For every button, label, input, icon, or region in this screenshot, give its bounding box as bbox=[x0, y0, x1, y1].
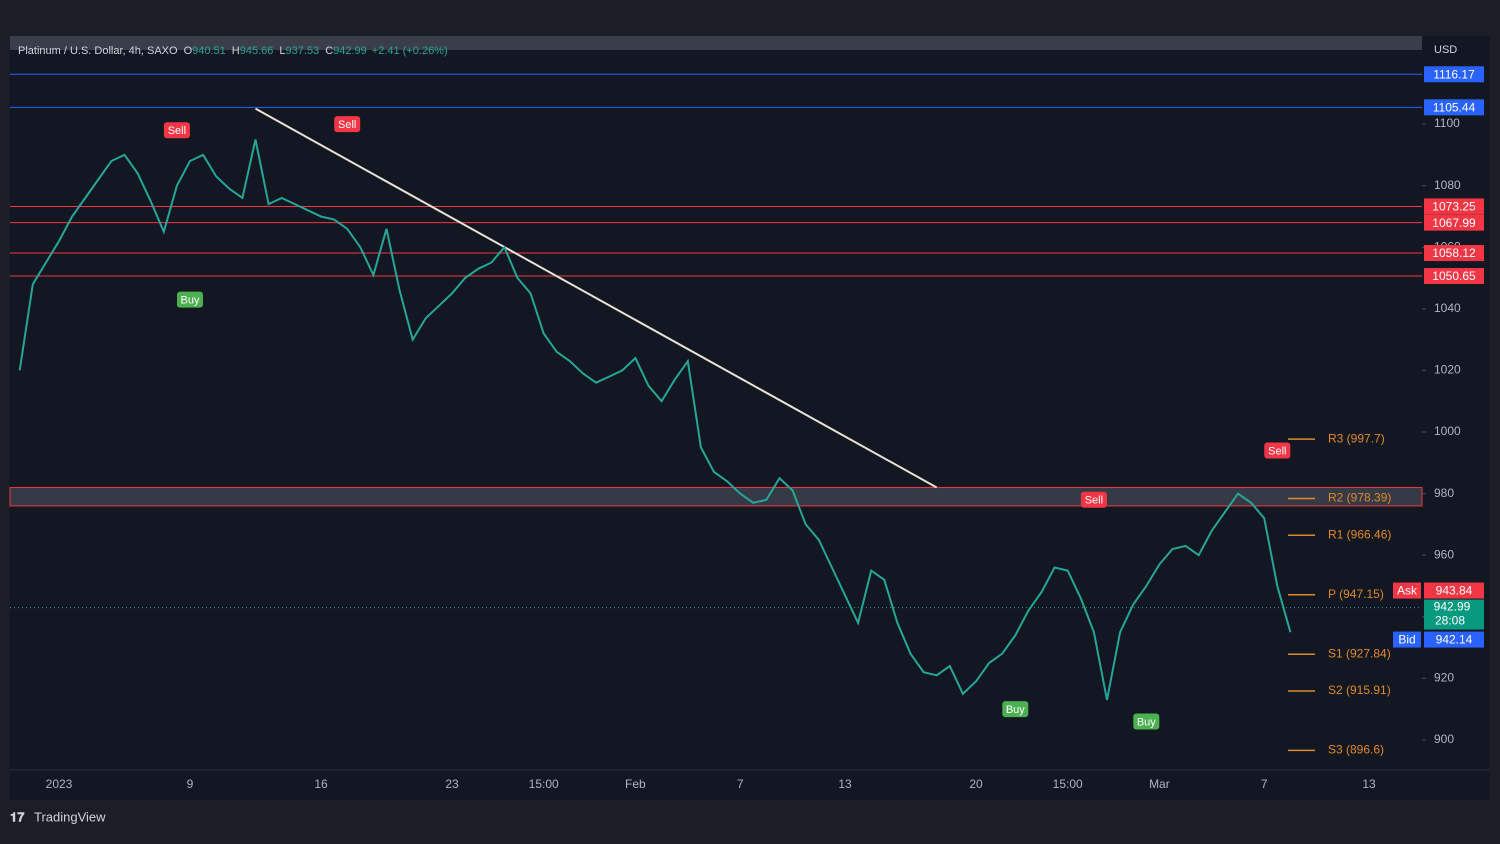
signal-label: Sell bbox=[1085, 495, 1103, 507]
signal-label: Buy bbox=[181, 295, 200, 307]
bid-key: Bid bbox=[1398, 633, 1415, 647]
y-tick-label: 1100 bbox=[1434, 116, 1460, 130]
pivot-label: R1 (966.46) bbox=[1328, 527, 1391, 541]
y-tick-label: 1000 bbox=[1434, 424, 1461, 438]
x-tick-label: 13 bbox=[838, 777, 852, 791]
x-tick-label: 15:00 bbox=[1053, 777, 1083, 791]
x-tick-label: 20 bbox=[969, 777, 983, 791]
x-tick-label: 2023 bbox=[46, 777, 73, 791]
header-bar bbox=[10, 36, 1422, 50]
x-tick-label: Feb bbox=[625, 777, 646, 791]
pivot-label: R2 (978.39) bbox=[1328, 491, 1391, 505]
level-tag bbox=[1424, 268, 1484, 285]
y-tick-label: 960 bbox=[1434, 547, 1454, 561]
level-label: 1058.12 bbox=[1432, 246, 1476, 260]
signal-badge bbox=[1264, 442, 1291, 459]
x-tick-label: 9 bbox=[187, 777, 194, 791]
level-tag bbox=[1424, 214, 1484, 231]
brand: TradingView bbox=[34, 809, 106, 824]
level-label: 1116.17 bbox=[1433, 67, 1475, 81]
bid: 942.14 bbox=[1436, 633, 1473, 647]
x-tick-label: 23 bbox=[445, 777, 459, 791]
ohlc-value: 945.66 bbox=[240, 45, 274, 57]
x-tick-label: 16 bbox=[314, 777, 328, 791]
pivot-label: S1 (927.84) bbox=[1328, 646, 1391, 660]
y-tick-label: 1020 bbox=[1434, 363, 1461, 377]
ohlc-value: 937.53 bbox=[286, 45, 320, 57]
ohlc-key: L bbox=[279, 45, 285, 57]
x-tick-label: 7 bbox=[1261, 777, 1268, 791]
ohlc-key: O bbox=[184, 45, 193, 57]
y-tick-label: 900 bbox=[1434, 732, 1454, 746]
signal-label: Sell bbox=[168, 125, 186, 137]
currency: USD bbox=[1434, 44, 1457, 56]
signal-badge bbox=[1002, 701, 1029, 718]
ohlc-value: 942.99 bbox=[333, 45, 367, 57]
signal-badge bbox=[1080, 491, 1107, 508]
ask-key: Ask bbox=[1397, 584, 1418, 598]
price-line bbox=[18, 139, 1292, 701]
signal-badge bbox=[1133, 713, 1160, 730]
ohlc-key: H bbox=[232, 45, 240, 57]
pivot-label: P (947.15) bbox=[1328, 587, 1384, 601]
trendline bbox=[255, 107, 938, 489]
signal-badge bbox=[334, 116, 361, 133]
level-tag bbox=[1424, 66, 1484, 83]
ask: 943.84 bbox=[1436, 584, 1473, 598]
y-tick-label: 920 bbox=[1434, 671, 1454, 685]
level-tag bbox=[1424, 245, 1484, 262]
signal-label: Buy bbox=[1006, 704, 1025, 716]
signal-label: Sell bbox=[338, 119, 356, 131]
x-tick-label: 13 bbox=[1362, 777, 1376, 791]
price-scale bbox=[1422, 36, 1490, 800]
brand-logo: 𝟏𝟕 bbox=[10, 809, 25, 824]
x-tick-label: 15:00 bbox=[529, 777, 559, 791]
plot-area bbox=[10, 36, 1422, 800]
x-tick-label: Mar bbox=[1149, 777, 1170, 791]
signal-label: Buy bbox=[1137, 716, 1156, 728]
signal-label: Sell bbox=[1268, 445, 1286, 457]
bid-key-tag bbox=[1393, 631, 1421, 648]
level-label: 1067.99 bbox=[1432, 216, 1476, 230]
y-tick-label: 980 bbox=[1434, 486, 1454, 500]
x-tick-label: 7 bbox=[737, 777, 744, 791]
pivot-label: S3 (896.6) bbox=[1328, 743, 1384, 757]
level-label: 1105.44 bbox=[1433, 100, 1476, 114]
symbol: Platinum / U.S. Dollar, 4h, SAXO bbox=[18, 45, 178, 57]
level-tag bbox=[1424, 198, 1484, 215]
countdown: 28:08 bbox=[1435, 614, 1465, 628]
pivot-label: R3 (997.7) bbox=[1328, 431, 1385, 445]
ohlc-value: 940.51 bbox=[192, 45, 226, 57]
bid-tag bbox=[1424, 631, 1484, 648]
ask-tag bbox=[1424, 582, 1484, 599]
signal-badge bbox=[163, 122, 190, 139]
y-tick-label: 1080 bbox=[1434, 178, 1461, 192]
level-label: 1050.65 bbox=[1432, 269, 1476, 283]
ohlc-key: C bbox=[325, 45, 333, 57]
pivot-label: S2 (915.91) bbox=[1328, 683, 1391, 697]
last: 942.99 bbox=[1434, 600, 1471, 614]
last-tag bbox=[1424, 599, 1484, 630]
ask-key-tag bbox=[1393, 582, 1421, 599]
level-label: 1073.25 bbox=[1432, 200, 1476, 214]
level-tag bbox=[1424, 99, 1484, 116]
resistance-zone bbox=[9, 486, 1423, 507]
header: Platinum / U.S. Dollar, 4h, SAXO O940.51 H… bbox=[18, 45, 448, 57]
change: +2.41 (+0.26%) bbox=[372, 45, 448, 57]
signal-badge bbox=[177, 291, 203, 308]
y-tick-label: 1040 bbox=[1434, 301, 1461, 315]
